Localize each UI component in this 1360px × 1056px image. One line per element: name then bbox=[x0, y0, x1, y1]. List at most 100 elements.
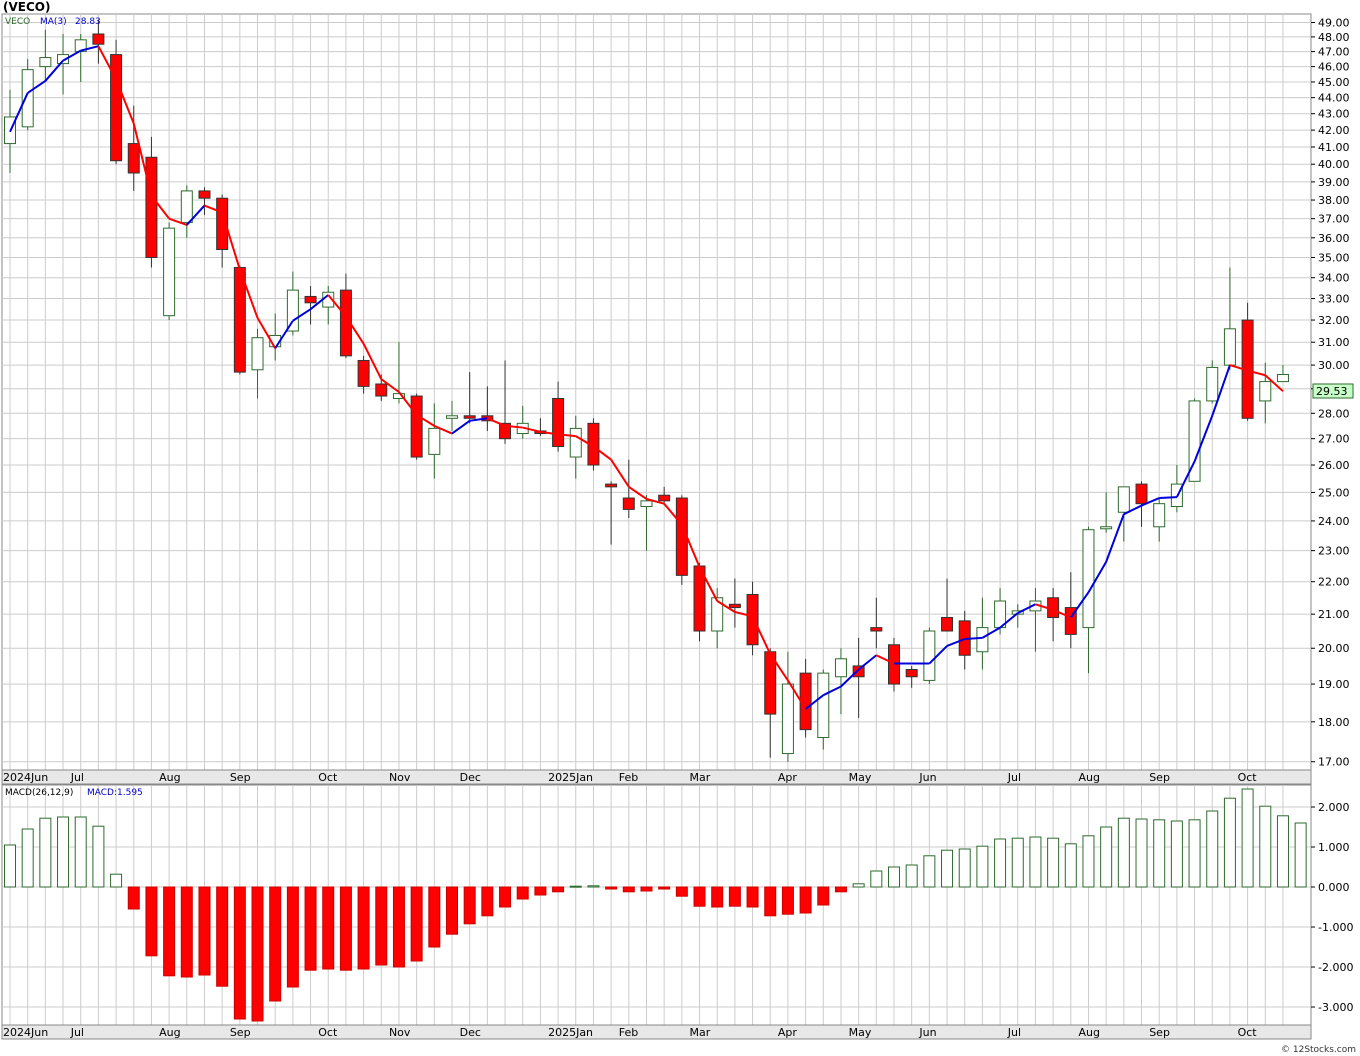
ma-segment bbox=[380, 378, 400, 393]
macd-bar bbox=[392, 886, 405, 968]
macd-x-axis-band bbox=[1, 1024, 1312, 1040]
macd-bar bbox=[1241, 788, 1254, 888]
candle bbox=[163, 222, 176, 321]
macd-bar bbox=[852, 883, 865, 888]
candle bbox=[198, 187, 211, 215]
candle-body bbox=[1153, 503, 1166, 528]
macd-tick-label: -1.000 bbox=[1318, 921, 1353, 934]
ma-segment bbox=[981, 626, 1001, 639]
candle-body bbox=[39, 57, 52, 68]
macd-bar bbox=[605, 886, 618, 890]
candle bbox=[286, 271, 299, 336]
watermark: © 12Stocks.com bbox=[1281, 1045, 1356, 1055]
ma-segment bbox=[1193, 415, 1214, 462]
candle-body bbox=[463, 415, 476, 419]
price-tick-label: 23.00 bbox=[1318, 545, 1350, 558]
candle bbox=[357, 355, 370, 394]
macd-bar bbox=[39, 817, 52, 888]
price-tick-label: 46.00 bbox=[1318, 61, 1350, 74]
symbol-label: VECO bbox=[5, 17, 30, 27]
candle-body bbox=[145, 156, 158, 258]
candle-body bbox=[746, 594, 759, 646]
candle bbox=[1082, 526, 1095, 674]
macd-bar bbox=[481, 886, 494, 917]
macd-bar bbox=[516, 886, 529, 900]
candle-body bbox=[711, 597, 724, 632]
price-x-axis-band bbox=[1, 769, 1312, 785]
macd-plot-area bbox=[1, 784, 1312, 1026]
macd-x-tick-label: Apr bbox=[778, 1026, 798, 1039]
macd-bar bbox=[251, 886, 264, 1022]
macd-bar bbox=[74, 816, 87, 888]
ma-segment bbox=[1264, 374, 1284, 392]
macd-tick-label: -3.000 bbox=[1318, 1001, 1353, 1014]
macd-x-tick-label: Dec bbox=[460, 1026, 481, 1039]
price-tick-label: 27.00 bbox=[1318, 433, 1350, 446]
candle-body bbox=[1082, 529, 1095, 629]
macd-bar bbox=[410, 886, 423, 962]
ma-segment bbox=[734, 610, 753, 618]
macd-bar bbox=[1259, 805, 1272, 888]
ma-segment bbox=[751, 615, 772, 655]
ma-segment bbox=[822, 685, 842, 697]
macd-x-tick-label: Jun bbox=[918, 1026, 936, 1039]
macd-value-label: MACD:1.595 bbox=[87, 788, 143, 798]
macd-bar bbox=[286, 886, 299, 988]
macd-x-tick-label: 2025Jan bbox=[548, 1026, 593, 1039]
candle bbox=[923, 627, 936, 685]
price-x-tick-label: Dec bbox=[460, 771, 481, 784]
candle-body bbox=[180, 190, 193, 223]
ma-value: 28.83 bbox=[75, 17, 101, 27]
ma-segment bbox=[875, 654, 895, 665]
macd-bar bbox=[587, 885, 600, 888]
macd-bar bbox=[375, 886, 388, 966]
macd-bar bbox=[870, 870, 883, 888]
macd-bar bbox=[1135, 818, 1148, 888]
candle bbox=[1100, 492, 1113, 533]
macd-bar bbox=[216, 886, 229, 987]
candle bbox=[180, 185, 193, 238]
macd-bar bbox=[4, 844, 16, 888]
candle-body bbox=[198, 190, 211, 199]
macd-tick-label: 0.000 bbox=[1318, 881, 1350, 894]
price-x-tick-label: Mar bbox=[690, 771, 711, 784]
candle bbox=[110, 39, 123, 165]
ma-segment bbox=[150, 195, 170, 220]
macd-bar bbox=[269, 886, 282, 1002]
macd-x-tick-label: 2024Jun bbox=[3, 1026, 48, 1039]
macd-bar bbox=[693, 886, 706, 907]
last-price-label: 29.53 bbox=[1316, 385, 1348, 398]
price-tick-label: 44.00 bbox=[1318, 92, 1350, 105]
macd-bar bbox=[145, 886, 158, 957]
candle-body bbox=[1064, 607, 1077, 635]
ma-segment bbox=[256, 317, 277, 349]
candle bbox=[605, 481, 618, 545]
candle-body bbox=[941, 617, 954, 632]
ma-segment bbox=[522, 426, 541, 433]
macd-bar bbox=[428, 886, 441, 948]
ma-segment bbox=[1052, 608, 1072, 619]
macd-x-tick-label: Feb bbox=[619, 1026, 638, 1039]
ma-segment bbox=[663, 503, 683, 526]
macd-bar bbox=[1082, 835, 1095, 888]
ma-segment bbox=[592, 445, 612, 461]
price-x-tick-label: Sep bbox=[230, 771, 251, 784]
macd-bar bbox=[1223, 797, 1236, 888]
ma-segment bbox=[1105, 513, 1125, 563]
candle-body bbox=[410, 395, 423, 458]
ma-segment bbox=[309, 294, 329, 310]
candle bbox=[711, 588, 724, 649]
ma-segment bbox=[327, 294, 347, 318]
candle bbox=[552, 381, 565, 452]
candle-body bbox=[1276, 373, 1289, 383]
candle bbox=[728, 578, 741, 628]
candle bbox=[410, 393, 423, 460]
macd-bar bbox=[1294, 822, 1307, 888]
candle-body bbox=[852, 665, 865, 678]
candle bbox=[781, 651, 794, 762]
price-x-tick-label: Jun bbox=[918, 771, 936, 784]
price-tick-label: 39.00 bbox=[1318, 176, 1350, 189]
candle bbox=[57, 33, 70, 95]
macd-bars bbox=[4, 788, 1307, 1022]
